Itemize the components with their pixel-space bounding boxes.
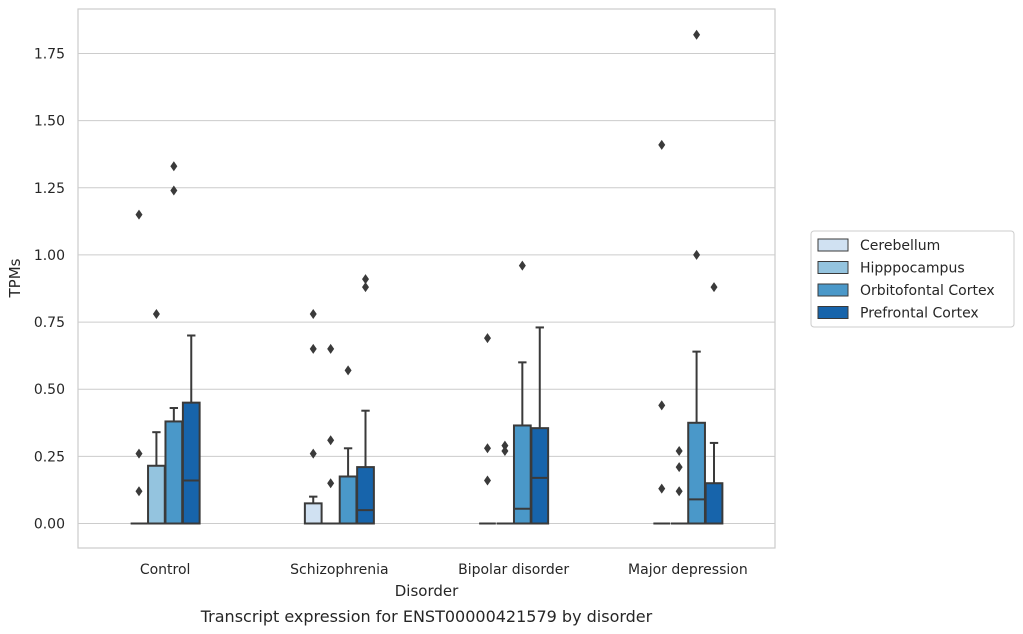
- outlier-point: [518, 260, 526, 271]
- box-body: [530, 427, 550, 525]
- box-body: [338, 475, 358, 525]
- outlier-point: [675, 462, 683, 473]
- outlier-point: [483, 333, 491, 344]
- outlier-point: [309, 309, 317, 320]
- y-tick-label: 0.75: [34, 315, 65, 331]
- outlier-point: [710, 282, 718, 293]
- boxes: [130, 29, 724, 525]
- box-body: [164, 420, 184, 525]
- box-group: [496, 440, 514, 525]
- outlier-point: [170, 185, 178, 196]
- legend-swatch: [817, 238, 849, 252]
- outlier-point: [362, 282, 370, 293]
- y-tick-label: 0.50: [34, 382, 65, 398]
- y-tick-labels: 0.00 0.25 0.50 0.75 1.00 1.25 1.50 1.75: [34, 47, 65, 533]
- legend-label: Orbitofontal Cortex: [860, 283, 995, 299]
- box-body: [303, 502, 323, 525]
- outlier-point: [135, 448, 143, 459]
- box-group: [687, 29, 706, 525]
- outlier-point: [658, 483, 666, 494]
- outlier-point: [675, 445, 683, 456]
- outlier-point: [344, 365, 352, 376]
- box-group: [322, 343, 340, 525]
- outlier-point: [658, 139, 666, 150]
- outlier-point: [309, 343, 317, 354]
- plot-frame: [77, 8, 776, 549]
- y-tick-label: 0.00: [34, 517, 65, 533]
- outlier-point: [135, 486, 143, 497]
- chart-caption: Transcript expression for ENST0000042157…: [200, 607, 653, 626]
- x-axis-title: Disorder: [395, 582, 459, 600]
- legend-label: Cerebellum: [860, 238, 940, 254]
- y-tick-label: 0.25: [34, 449, 65, 465]
- legend-label: Prefrontal Cortex: [860, 306, 979, 322]
- y-tick-label: 1.50: [34, 114, 65, 130]
- outlier-point: [693, 29, 701, 40]
- box-group: [479, 333, 496, 525]
- outlier-point: [693, 249, 701, 260]
- outlier-point: [170, 161, 178, 172]
- box-group: [181, 334, 201, 525]
- box-body: [687, 421, 706, 525]
- box-body: [181, 401, 201, 525]
- outlier-point: [501, 440, 509, 451]
- x-tick-label: Schizophrenia: [290, 562, 388, 578]
- outlier-point: [309, 448, 317, 459]
- y-tick-label: 1.75: [34, 47, 65, 63]
- outlier-point: [675, 486, 683, 497]
- legend-swatch: [817, 261, 849, 274]
- outlier-point: [483, 443, 491, 454]
- outlier-point: [658, 400, 666, 411]
- x-tick-labels: Control Schizophrenia Bipolar disorder Majo…: [140, 562, 748, 578]
- outlier-point: [327, 343, 335, 354]
- x-tick-label: Bipolar disorder: [458, 562, 569, 578]
- outlier-point: [483, 475, 491, 486]
- box-body: [356, 466, 375, 525]
- box-group: [130, 209, 148, 525]
- box-body: [704, 482, 724, 525]
- outlier-point: [327, 435, 335, 446]
- y-tick-label: 1.25: [34, 181, 65, 197]
- outlier-point: [327, 478, 335, 489]
- y-axis-title: TPMs: [6, 258, 24, 298]
- box-body: [147, 464, 166, 525]
- box-group: [356, 274, 375, 525]
- outlier-point: [152, 309, 160, 320]
- outlier-point: [362, 274, 370, 285]
- legend: Cerebellum Hipppocampus Orbitofontal Corte…: [810, 230, 1015, 328]
- box-group: [338, 365, 358, 525]
- legend-label: Hipppocampus: [860, 261, 965, 277]
- y-tick-label: 1.00: [34, 248, 65, 264]
- legend-frame: [810, 230, 1015, 328]
- box-group: [670, 445, 688, 525]
- box-group: [512, 260, 532, 525]
- outlier-point: [501, 445, 509, 456]
- legend-swatch: [817, 283, 849, 297]
- box-group: [303, 309, 323, 525]
- outlier-point: [135, 209, 143, 220]
- legend-swatch: [817, 306, 849, 319]
- box-group: [147, 309, 166, 525]
- box-group: [704, 282, 724, 525]
- box-group: [530, 326, 550, 525]
- box-group: [653, 139, 671, 525]
- x-tick-label: Control: [140, 562, 191, 578]
- x-tick-label: Major depression: [628, 562, 748, 578]
